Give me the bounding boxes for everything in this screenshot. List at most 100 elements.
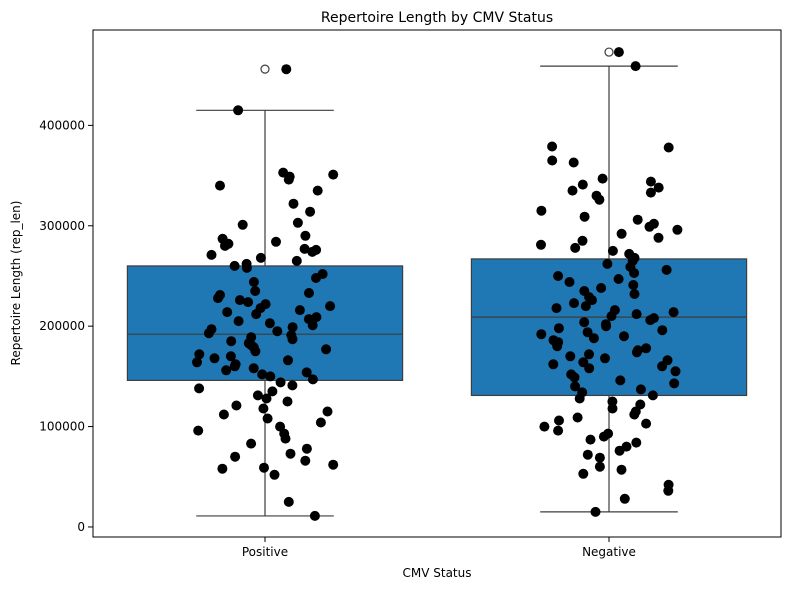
data-point	[661, 264, 672, 275]
data-point	[645, 176, 656, 187]
data-point	[539, 421, 550, 432]
data-point	[250, 286, 261, 296]
data-point	[307, 320, 318, 331]
y-axis: 0 100000 200000 300000 400000	[39, 118, 93, 534]
chart-title: Repertoire Length by CMV Status	[321, 10, 553, 26]
data-point	[607, 396, 618, 407]
data-point	[663, 142, 674, 153]
data-point	[631, 437, 642, 448]
x-axis-label: CMV Status	[403, 566, 472, 580]
data-point	[241, 262, 252, 273]
data-point	[301, 443, 312, 454]
data-point	[300, 230, 311, 241]
data-point	[631, 309, 642, 320]
data-point	[229, 260, 240, 271]
data-point	[577, 235, 588, 246]
data-point	[582, 449, 593, 460]
data-point	[568, 157, 579, 168]
data-point	[615, 375, 626, 386]
x-tick-label: Positive	[242, 545, 288, 559]
data-point	[553, 425, 564, 436]
data-point	[570, 381, 581, 392]
data-point	[564, 277, 575, 287]
data-point	[663, 485, 674, 496]
data-point	[272, 326, 283, 337]
data-point	[653, 232, 664, 243]
data-point	[222, 307, 233, 318]
data-point	[670, 366, 681, 377]
data-point	[264, 318, 275, 329]
data-point	[194, 383, 205, 394]
data-point	[225, 351, 236, 362]
data-point	[229, 361, 240, 372]
data-point	[258, 403, 269, 414]
data-point	[645, 315, 656, 326]
data-point	[301, 367, 312, 378]
data-point	[616, 464, 627, 475]
data-point	[243, 297, 254, 308]
data-point	[321, 344, 332, 355]
data-point	[287, 380, 298, 391]
data-point	[594, 452, 605, 463]
data-point	[657, 325, 668, 336]
data-point	[283, 174, 294, 185]
data-point	[584, 363, 595, 374]
data-point	[552, 341, 563, 352]
data-point	[233, 105, 244, 116]
data-point	[193, 425, 204, 436]
y-axis-label: Repertoire Length (rep_len)	[9, 201, 23, 366]
data-point	[645, 187, 656, 198]
data-point	[579, 317, 590, 328]
data-point	[668, 307, 679, 318]
data-point	[215, 180, 225, 191]
data-point	[607, 403, 618, 414]
data-point	[548, 359, 559, 370]
data-point	[251, 309, 262, 320]
data-point	[594, 194, 605, 205]
data-point	[551, 303, 562, 314]
data-point	[237, 219, 248, 230]
box-negative	[470, 47, 748, 513]
data-point	[629, 268, 640, 278]
data-point	[287, 322, 298, 333]
data-point	[572, 412, 583, 423]
data-point	[262, 413, 273, 424]
data-point	[547, 141, 558, 152]
data-point	[275, 377, 286, 388]
y-tick-label: 200000	[39, 319, 85, 333]
data-point	[619, 493, 630, 504]
data-point	[578, 468, 589, 479]
data-point	[231, 400, 242, 411]
data-point	[588, 333, 599, 344]
data-point	[283, 496, 294, 507]
data-point	[192, 357, 202, 368]
data-point	[606, 311, 617, 322]
y-tick-label: 400000	[39, 118, 85, 132]
data-point	[594, 461, 605, 472]
data-point	[194, 349, 205, 360]
data-point	[579, 211, 590, 222]
data-point	[291, 255, 302, 266]
data-point	[282, 396, 293, 407]
data-point	[567, 185, 578, 196]
data-point	[587, 295, 597, 306]
data-point	[206, 249, 217, 260]
data-point	[580, 301, 591, 312]
x-tick-label: Negative	[582, 545, 636, 559]
data-point	[269, 469, 280, 480]
data-point	[570, 242, 581, 253]
data-point	[598, 431, 609, 442]
data-point	[218, 409, 229, 420]
data-point	[569, 372, 580, 383]
y-tick-label: 0	[77, 520, 85, 534]
data-point	[311, 312, 322, 323]
data-point	[629, 409, 640, 420]
data-point	[267, 386, 278, 397]
data-point	[600, 353, 610, 364]
data-point	[328, 169, 339, 180]
data-point	[619, 331, 629, 342]
data-point	[257, 369, 268, 380]
data-point	[300, 455, 311, 466]
data-point	[299, 243, 310, 254]
